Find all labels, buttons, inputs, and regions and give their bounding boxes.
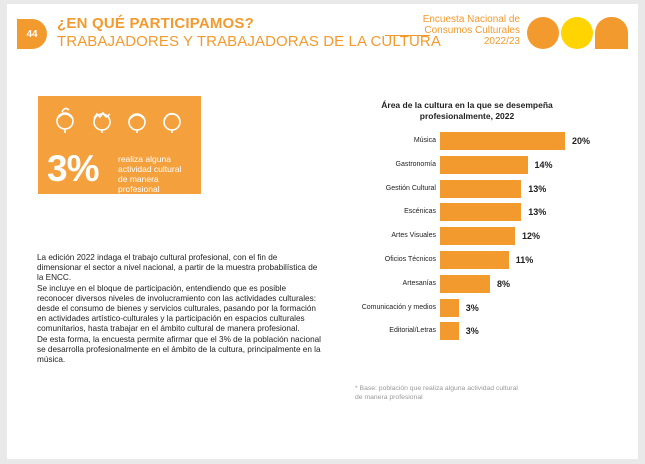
stat-text-line3: de manera profesional bbox=[118, 174, 160, 194]
footnote: * Base: población que realiza alguna act… bbox=[355, 385, 518, 401]
paragraph: La edición 2022 indaga el trabajo cultur… bbox=[37, 253, 318, 283]
bar-value-label: 3% bbox=[465, 326, 479, 337]
bar bbox=[440, 132, 565, 150]
bar-category-label: Artesanías bbox=[402, 279, 436, 287]
stat-card: 3% realiza alguna actividad cultural de … bbox=[38, 96, 201, 194]
bar-category-label: Escénicas bbox=[404, 208, 436, 216]
stat-text-line2: actividad cultural bbox=[118, 164, 182, 174]
bar-value-label: 12% bbox=[522, 231, 541, 242]
survey-title: Encuesta Nacional de Consumos Culturales… bbox=[420, 14, 520, 47]
bar-value-label: 8% bbox=[497, 278, 511, 289]
person-icon bbox=[56, 107, 74, 133]
brand-logo bbox=[527, 17, 631, 49]
bar bbox=[440, 179, 522, 198]
stat-description: realiza alguna actividad cultural de man… bbox=[118, 154, 200, 194]
section-title: ¿EN QUÉ PARTICIPAMOS? bbox=[57, 15, 254, 32]
bar-category-label: Gestión Cultural bbox=[385, 184, 436, 192]
chart-title: Área de la cultura en la que se desempeñ… bbox=[372, 100, 562, 122]
stat-text-line1: realiza alguna bbox=[118, 154, 171, 164]
bar-category-label: Artes Visuales bbox=[391, 232, 436, 240]
bar bbox=[440, 203, 522, 222]
bar-value-label: 3% bbox=[465, 302, 479, 313]
bar-value-label: 13% bbox=[528, 207, 547, 218]
bar-value-label: 11% bbox=[515, 255, 534, 265]
bar-value-label: 20% bbox=[572, 136, 591, 146]
stat-value: 3% bbox=[47, 148, 99, 189]
survey-title-line1: Encuesta Nacional de bbox=[422, 14, 520, 25]
paragraph: Se incluye en el bloque de participación… bbox=[37, 283, 316, 334]
bar-value-label: 13% bbox=[528, 183, 547, 194]
bar-category-label: Editorial/Letras bbox=[389, 327, 436, 335]
body-text: La edición 2022 indaga el trabajo cultur… bbox=[37, 253, 322, 365]
bar-category-label: Gastronomía bbox=[395, 160, 436, 168]
bar bbox=[440, 251, 509, 269]
chart-title-line1: Área de la cultura en la que se desempeñ… bbox=[381, 100, 553, 110]
bar-category-label: Oficios Técnicos bbox=[384, 256, 436, 263]
survey-title-line2: Consumos Culturales bbox=[424, 25, 520, 36]
chart-title-line2: profesionalmente, 2022 bbox=[419, 111, 515, 121]
person-icon bbox=[93, 111, 111, 133]
report-page bbox=[7, 4, 638, 459]
logo-orange-circle bbox=[527, 17, 559, 49]
bar bbox=[440, 274, 490, 293]
page-number: 44 bbox=[17, 19, 47, 49]
person-icon bbox=[128, 113, 146, 133]
section-subtitle: TRABAJADORES Y TRABAJADORAS DE LA CULTUR… bbox=[57, 33, 441, 50]
bar bbox=[440, 155, 528, 174]
survey-title-line3: 2022/23 bbox=[483, 36, 520, 47]
logo-yellow-circle bbox=[561, 17, 593, 49]
bar bbox=[440, 322, 459, 341]
logo-orange-arch bbox=[595, 17, 628, 49]
bar-category-label: Música bbox=[413, 137, 436, 144]
bar bbox=[440, 298, 459, 317]
bar bbox=[440, 227, 515, 246]
person-icon bbox=[163, 112, 181, 133]
bar-category-label: Comunicación y medios bbox=[361, 303, 436, 311]
header-divider bbox=[385, 35, 430, 36]
paragraph: De esta forma, la encuesta permite afirm… bbox=[37, 334, 321, 365]
bar-value-label: 14% bbox=[534, 159, 553, 170]
